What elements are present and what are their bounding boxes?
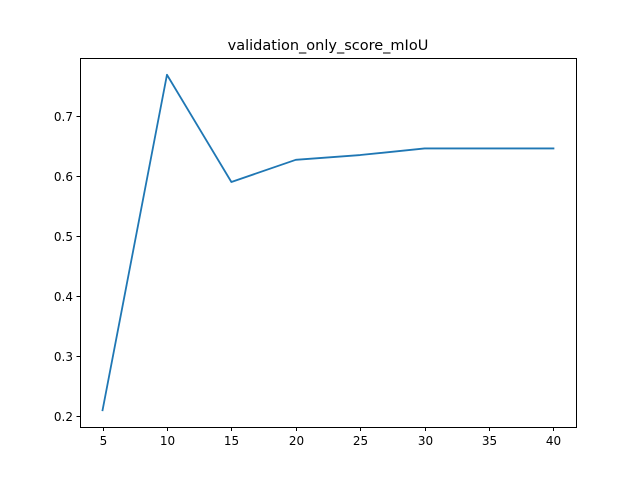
y-tick-label: 0.7 xyxy=(54,110,73,124)
x-tick-label: 15 xyxy=(224,434,239,448)
y-axis: 0.2 0.3 0.4 0.5 0.6 0.7 xyxy=(54,110,81,424)
chart-title: validation_only_score_mIoU xyxy=(228,38,429,54)
plot-frame xyxy=(80,58,577,428)
plot-series xyxy=(101,73,555,412)
y-tick-label: 0.5 xyxy=(54,230,73,244)
x-axis: 5 10 15 20 25 30 35 40 xyxy=(100,427,561,448)
y-tick-label: 0.3 xyxy=(54,350,73,364)
x-tick-label: 35 xyxy=(482,434,497,448)
x-tick-label: 30 xyxy=(418,434,433,448)
y-tick-label: 0.2 xyxy=(54,410,73,424)
x-tick-label: 40 xyxy=(546,434,561,448)
x-tick-label: 25 xyxy=(353,434,368,448)
series-line-0 xyxy=(101,73,555,412)
y-tick-label: 0.6 xyxy=(54,170,73,184)
x-tick-label: 10 xyxy=(160,434,175,448)
x-tick-label: 5 xyxy=(100,434,108,448)
x-tick-label: 20 xyxy=(289,434,304,448)
y-tick-label: 0.4 xyxy=(54,290,73,304)
